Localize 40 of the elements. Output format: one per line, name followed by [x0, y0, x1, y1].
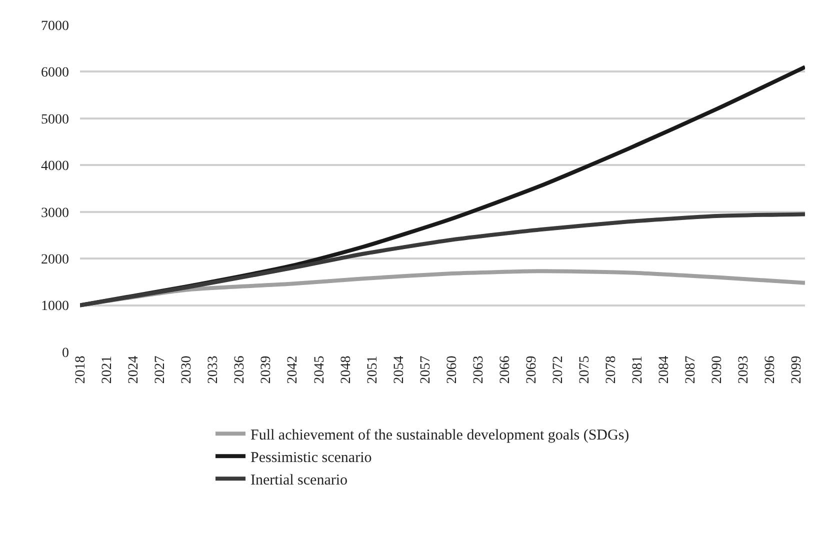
x-tick-label: 2078: [604, 356, 620, 384]
y-tick-label: 4000: [41, 159, 69, 174]
y-tick-label: 5000: [41, 112, 69, 128]
legend-label: Inertial scenario: [250, 472, 348, 488]
x-tick-label: 2024: [126, 356, 142, 384]
x-tick-label: 2060: [444, 356, 460, 384]
x-tick-label: 2033: [206, 356, 222, 384]
y-tick-label: 7000: [41, 18, 69, 34]
line-series: [80, 212, 805, 308]
x-tick-label: 2021: [100, 356, 116, 384]
legend-label: Full achievement of the sustainable development goals (SDGs): [250, 428, 630, 444]
y-tick-label: 1000: [41, 299, 69, 314]
x-tick-label: 2093: [736, 356, 752, 384]
x-tick-label: 2081: [630, 356, 646, 384]
x-tick-label: 2030: [180, 356, 195, 384]
x-tick-label: 2048: [338, 356, 354, 384]
x-tick-label: 2051: [365, 356, 380, 384]
x-tick-label: 2057: [418, 356, 434, 384]
x-tick-label: 2054: [392, 356, 407, 384]
x-tick-label: 2018: [74, 356, 89, 384]
x-tick-label: 2084: [657, 356, 672, 384]
x-tick-label: 2096: [763, 356, 778, 384]
x-tick-label: 2099: [790, 356, 805, 384]
x-tick-label: 2063: [471, 356, 486, 384]
y-tick-label: 0: [62, 346, 69, 361]
x-tick-label: 2027: [153, 356, 168, 384]
y-tick-label: 2000: [41, 252, 69, 268]
x-tick-label: 2042: [286, 356, 301, 384]
x-tick-label: 2066: [498, 356, 513, 384]
y-tick-label: 6000: [41, 66, 69, 81]
x-tick-label: 2090: [710, 356, 726, 384]
x-tick-label: 2075: [578, 356, 593, 384]
x-tick-label: 2039: [259, 356, 274, 384]
x-tick-label: 2036: [232, 356, 248, 384]
x-tick-label: 2087: [684, 356, 699, 384]
legend-label: Pessimistic scenario: [250, 450, 372, 466]
x-tick-label: 2069: [524, 356, 540, 384]
x-tick-label: 2072: [550, 356, 566, 384]
y-tick-label: 3000: [41, 206, 69, 221]
x-tick-label: 2045: [312, 356, 328, 384]
